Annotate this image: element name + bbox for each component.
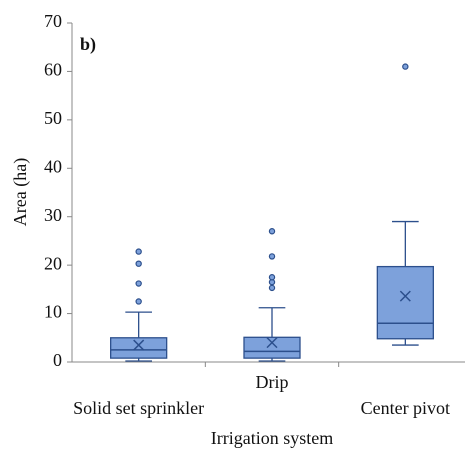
box (376, 265, 434, 340)
x-tick-label: Drip (256, 372, 289, 392)
y-tick-label: 0 (53, 350, 62, 370)
x-axis-label: Irrigation system (211, 428, 333, 448)
y-tick-label: 50 (44, 108, 62, 128)
mean-marker (399, 290, 411, 302)
outlier (268, 284, 276, 292)
y-axis-label: Area (ha) (10, 158, 31, 226)
y-tick-label: 70 (44, 11, 62, 31)
x-tick-label: Center pivot (361, 398, 450, 418)
y-tick-label: 60 (44, 60, 62, 80)
outlier (135, 298, 142, 305)
outlier (135, 280, 142, 287)
outlier (402, 63, 409, 70)
box (110, 337, 168, 359)
outlier (135, 260, 142, 267)
x-tick-label: Solid set sprinkler (73, 398, 204, 418)
y-tick-label: 20 (44, 253, 62, 273)
outlier (268, 274, 276, 281)
box (243, 336, 301, 359)
mean-marker (266, 337, 278, 349)
outlier (268, 253, 276, 260)
y-tick-label: 40 (44, 156, 62, 176)
annotation: b) (80, 34, 96, 55)
outlier (268, 228, 276, 235)
y-tick-label: 30 (44, 205, 62, 225)
outlier (135, 248, 142, 255)
mean-marker (133, 339, 145, 351)
y-tick-label: 10 (44, 302, 62, 322)
